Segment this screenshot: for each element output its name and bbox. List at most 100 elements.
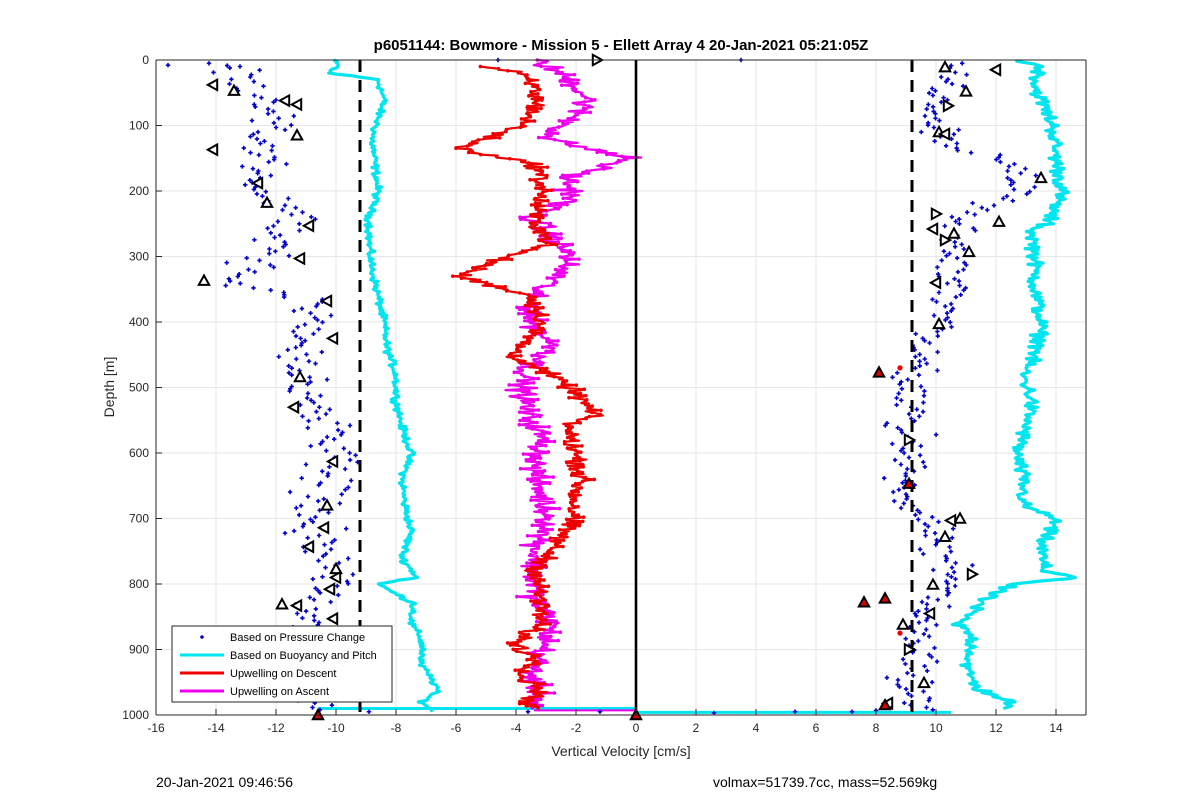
- triangle-marker: [260, 195, 274, 208]
- pressure-point: [248, 134, 253, 139]
- descent-point: [509, 257, 514, 262]
- pressure-point: [322, 542, 327, 547]
- descent-point: [575, 454, 579, 459]
- pressure-point: [1011, 187, 1017, 192]
- triangle-marker: [319, 294, 333, 308]
- pressure-point: [917, 547, 923, 552]
- ascent-point: [562, 181, 567, 186]
- descent-point: [465, 144, 469, 148]
- pressure-point: [943, 554, 948, 559]
- pressure-point: [961, 267, 966, 272]
- ascent-point: [595, 150, 599, 155]
- pressure-point: [303, 609, 309, 614]
- pressure-point: [252, 102, 257, 107]
- pressure-point: [597, 709, 603, 714]
- ascent-point: [575, 112, 580, 117]
- descent-point: [543, 559, 548, 564]
- pressure-point: [301, 521, 306, 527]
- ascent-point: [566, 186, 571, 190]
- descent-point: [533, 318, 537, 322]
- descent-point: [548, 236, 553, 241]
- ascent-point: [560, 70, 564, 75]
- pressure-point: [306, 359, 312, 364]
- descent-point: [534, 180, 539, 184]
- x-tick-label: -6: [451, 721, 462, 735]
- descent-point: [504, 129, 508, 134]
- pressure-point: [266, 159, 271, 165]
- ascent-point: [555, 68, 559, 73]
- ascent-point: [549, 133, 553, 138]
- y-tick-label: 1000: [122, 708, 149, 722]
- ascent-point: [561, 77, 565, 81]
- pressure-point: [906, 691, 911, 696]
- descent-point: [578, 391, 583, 396]
- pressure-point: [332, 537, 337, 543]
- descent-point: [540, 171, 544, 176]
- ascent-point: [558, 79, 563, 83]
- descent-point: [541, 305, 545, 310]
- triangle-marker: [930, 207, 944, 221]
- pressure-point: [1032, 184, 1037, 190]
- descent-point: [578, 421, 583, 425]
- pressure-point: [305, 382, 310, 387]
- ascent-point: [527, 401, 532, 406]
- pressure-point: [314, 409, 319, 414]
- descent-point: [508, 351, 513, 356]
- pressure-point: [324, 448, 329, 453]
- ascent-point: [572, 114, 577, 119]
- pressure-point: [903, 492, 909, 497]
- descent-point: [537, 238, 542, 243]
- descent-point: [571, 483, 575, 488]
- descent-point: [545, 165, 550, 169]
- pressure-point: [953, 70, 958, 75]
- ascent-point: [543, 443, 548, 448]
- pressure-point: [922, 464, 928, 469]
- descent-point: [533, 295, 538, 299]
- pressure-point: [927, 634, 932, 639]
- x-axis-label: Vertical Velocity [cm/s]: [551, 743, 690, 759]
- triangle-marker: [959, 84, 973, 97]
- ascent-point: [577, 257, 581, 261]
- pressure-point: [953, 244, 958, 249]
- x-tick-label: -2: [571, 721, 582, 735]
- ascent-point: [524, 578, 529, 582]
- triangle-marker: [903, 433, 917, 447]
- pressure-point: [998, 159, 1003, 165]
- pressure-point: [930, 104, 936, 109]
- pressure-point: [328, 599, 333, 605]
- pressure-point: [903, 473, 908, 479]
- pressure-point: [933, 111, 938, 116]
- pressure-point: [286, 363, 291, 369]
- pressure-point: [895, 677, 901, 683]
- descent-point: [567, 395, 571, 400]
- ascent-point: [543, 515, 548, 519]
- pressure-point: [924, 627, 929, 632]
- descent-point: [538, 607, 543, 612]
- descent-point: [508, 156, 512, 161]
- descent-point: [539, 561, 544, 566]
- pressure-point: [276, 116, 281, 121]
- pressure-point: [970, 200, 975, 206]
- descent-point: [549, 188, 554, 193]
- descent-point: [539, 106, 543, 111]
- ascent-point: [536, 529, 541, 534]
- ascent-point: [534, 489, 538, 494]
- descent-point: [539, 330, 544, 335]
- triangle-marker: [322, 582, 336, 597]
- ascent-point: [569, 194, 574, 199]
- descent-point: [522, 636, 527, 641]
- descent-point: [489, 282, 494, 287]
- ascent-point: [560, 265, 565, 270]
- ascent-point: [540, 703, 545, 708]
- pressure-point: [309, 214, 314, 220]
- pressure-point: [283, 242, 288, 247]
- pressure-point: [325, 434, 330, 440]
- ascent-point: [541, 435, 545, 440]
- ascent-point: [620, 154, 624, 159]
- descent-point: [583, 475, 588, 480]
- pressure-point: [347, 423, 353, 428]
- ascent-point: [547, 609, 551, 614]
- descent-point: [533, 196, 537, 201]
- triangle-marker: [937, 127, 951, 141]
- ascent-point: [521, 452, 526, 456]
